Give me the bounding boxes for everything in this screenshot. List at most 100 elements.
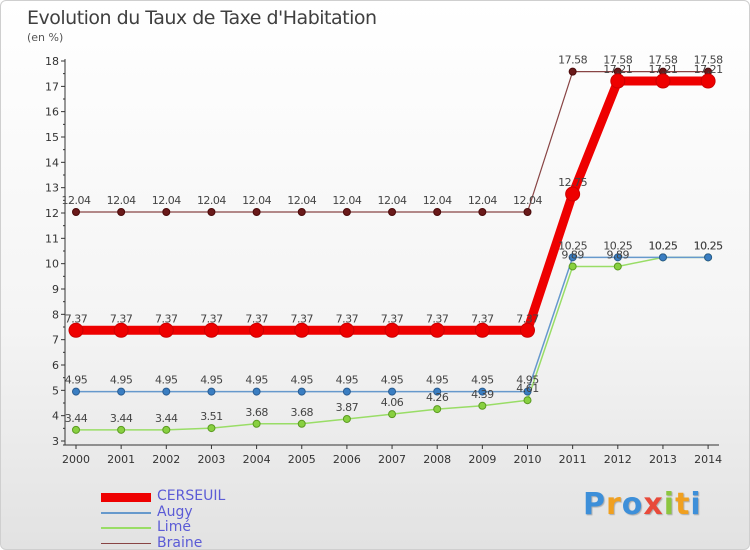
data-point [384,322,400,338]
data-label: 4.95 [155,374,178,387]
data-point [72,387,80,396]
data-point [568,253,577,262]
data-label: 3.44 [110,412,133,425]
data-label: 10.25 [648,239,677,252]
data-label: 17.58 [603,54,632,67]
y-tick-label: 14 [45,156,59,169]
data-label: 4.95 [336,374,359,387]
legend-label: CERSEUIL [157,488,226,504]
data-point [388,207,397,216]
data-point [433,207,442,216]
data-point [294,322,310,338]
data-label: 4.95 [200,374,223,387]
data-point [433,405,442,414]
data-label: 10.25 [603,239,632,252]
data-point [429,322,445,338]
data-point [388,387,397,396]
y-tick-label: 6 [52,359,59,372]
data-point [113,322,129,338]
data-label: 4.26 [426,391,449,404]
data-point [613,253,622,262]
data-point [117,207,126,216]
y-tick-label: 3 [52,435,59,448]
legend-swatch [101,492,151,502]
data-point [342,387,351,396]
legend-swatch [101,511,151,514]
data-point [252,387,261,396]
data-point [297,419,306,428]
data-label: 7.37 [471,312,494,325]
y-tick-label: 18 [45,55,59,68]
legend-swatch [101,542,151,545]
y-tick-label: 10 [45,258,59,271]
data-point [610,73,626,89]
data-label: 3.87 [336,401,359,414]
logo-letter: o [621,487,644,522]
data-point [342,414,351,423]
x-tick-label: 2011 [559,453,587,466]
data-point [568,262,577,271]
legend-label: Augy [157,503,193,520]
data-label: 12.04 [242,194,271,207]
data-point [252,419,261,428]
data-label: 10.25 [648,239,677,252]
data-point [568,67,577,76]
data-point [523,387,532,396]
data-point [162,387,171,396]
data-point [520,322,535,338]
x-tick-label: 2006 [333,453,361,466]
data-label: 17.21 [648,63,677,76]
data-point [162,207,171,216]
y-tick-label: 15 [45,131,59,144]
data-label: 4.95 [381,374,404,387]
data-label: 4.95 [516,374,539,387]
data-point [252,207,261,216]
data-label: 7.37 [155,312,178,325]
data-point [700,73,716,89]
data-point [342,207,351,216]
chart-subtitle: (en %) [27,31,64,44]
y-tick-label: 16 [45,106,59,119]
data-label: 12.04 [62,194,91,207]
data-label: 10.25 [694,239,723,252]
data-label: 4.95 [65,374,88,387]
data-point [658,253,667,262]
data-point [655,73,671,89]
data-point [72,207,80,216]
data-point [478,401,487,410]
logo-letter: i [663,487,676,522]
data-label: 7.37 [426,312,449,325]
y-tick-label: 5 [52,384,59,397]
logo-letter: P [583,487,606,522]
data-label: 10.25 [694,239,723,252]
x-tick-label: 2010 [514,453,542,466]
x-tick-label: 2002 [152,453,180,466]
data-label: 3.68 [291,406,314,419]
logo-letter: t [675,487,691,522]
x-tick-label: 2000 [62,453,90,466]
data-label: 4.95 [245,374,268,387]
data-label: 7.37 [336,312,359,325]
y-tick-label: 4 [52,410,59,423]
data-point [158,322,174,338]
data-point [523,396,532,405]
data-label: 7.37 [291,312,314,325]
data-point [478,387,487,396]
x-tick-label: 2013 [649,453,677,466]
x-tick-label: 2005 [288,453,316,466]
data-label: 12.75 [558,176,587,189]
y-tick-label: 13 [45,182,59,195]
data-label: 4.95 [471,374,494,387]
data-label: 17.21 [694,63,723,76]
data-label: 12.04 [513,194,542,207]
chart-title: Evolution du Taux de Taxe d'Habitation [27,7,377,29]
data-label: 9.89 [561,248,584,261]
data-point [297,207,306,216]
data-label: 3.68 [245,406,268,419]
data-point [704,253,713,262]
data-label: 12.04 [332,194,361,207]
data-point [207,207,216,216]
data-label: 3.44 [155,412,178,425]
data-label: 3.44 [65,412,88,425]
